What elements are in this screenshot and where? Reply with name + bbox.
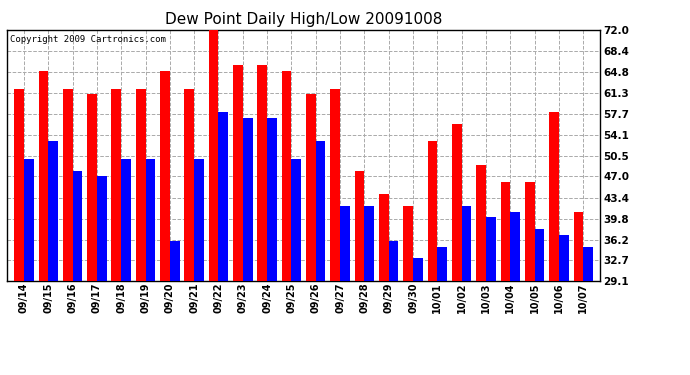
Bar: [549, 112, 559, 281]
Bar: [340, 206, 350, 281]
Bar: [72, 171, 82, 281]
Bar: [243, 118, 253, 281]
Bar: [388, 241, 398, 281]
Bar: [476, 165, 486, 281]
Bar: [160, 71, 170, 281]
Bar: [500, 182, 511, 281]
Bar: [233, 65, 243, 281]
Bar: [209, 30, 219, 281]
Bar: [583, 247, 593, 281]
Bar: [170, 241, 179, 281]
Bar: [316, 141, 326, 281]
Bar: [87, 94, 97, 281]
Bar: [97, 176, 107, 281]
Bar: [63, 88, 72, 281]
Bar: [48, 141, 58, 281]
Bar: [379, 194, 388, 281]
Bar: [184, 88, 194, 281]
Bar: [136, 88, 146, 281]
Bar: [194, 159, 204, 281]
Bar: [364, 206, 374, 281]
Bar: [24, 159, 34, 281]
Bar: [14, 88, 24, 281]
Bar: [121, 159, 131, 281]
Bar: [525, 182, 535, 281]
Title: Dew Point Daily High/Low 20091008: Dew Point Daily High/Low 20091008: [165, 12, 442, 27]
Bar: [486, 217, 495, 281]
Bar: [331, 88, 340, 281]
Bar: [306, 94, 316, 281]
Bar: [404, 206, 413, 281]
Bar: [355, 171, 364, 281]
Text: Copyright 2009 Cartronics.com: Copyright 2009 Cartronics.com: [10, 35, 166, 44]
Bar: [282, 71, 291, 281]
Bar: [511, 211, 520, 281]
Bar: [267, 118, 277, 281]
Bar: [413, 258, 423, 281]
Bar: [437, 247, 447, 281]
Bar: [559, 235, 569, 281]
Bar: [462, 206, 471, 281]
Bar: [146, 159, 155, 281]
Bar: [452, 124, 462, 281]
Bar: [535, 229, 544, 281]
Bar: [257, 65, 267, 281]
Bar: [219, 112, 228, 281]
Bar: [428, 141, 437, 281]
Bar: [39, 71, 48, 281]
Bar: [573, 211, 583, 281]
Bar: [112, 88, 121, 281]
Bar: [291, 159, 301, 281]
